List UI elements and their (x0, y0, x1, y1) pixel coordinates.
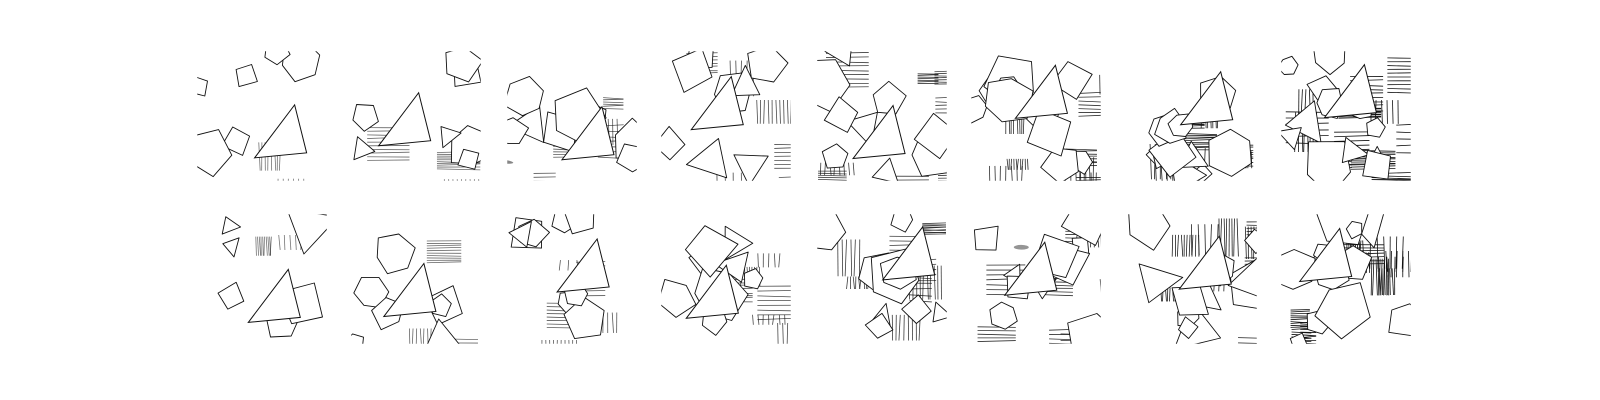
texture-tile-r1-c1 (197, 51, 327, 181)
texture-tile-r2-c8 (1281, 214, 1411, 344)
texture-tile-r2-c4 (661, 225, 791, 344)
texture-tile-r2-c7 (1127, 214, 1257, 344)
texture-tile-r2-c5 (817, 214, 947, 344)
texture-tile-r1-c3 (507, 51, 637, 181)
texture-tile-r1-c7 (1127, 51, 1257, 181)
texture-tile-r1-c8 (1281, 51, 1411, 181)
texture-tile-r2-c3 (507, 214, 637, 344)
texture-tile-r1-c4 (661, 51, 791, 181)
texture-tile-r1-c2 (351, 51, 481, 181)
texture-tile-r2-c2 (351, 214, 481, 344)
texture-tile-r2-c6 (971, 214, 1101, 344)
texture-tile-r2-c1 (197, 214, 327, 344)
texture-tile-r1-c6 (971, 51, 1101, 181)
texture-tile-r1-c5 (817, 51, 947, 181)
